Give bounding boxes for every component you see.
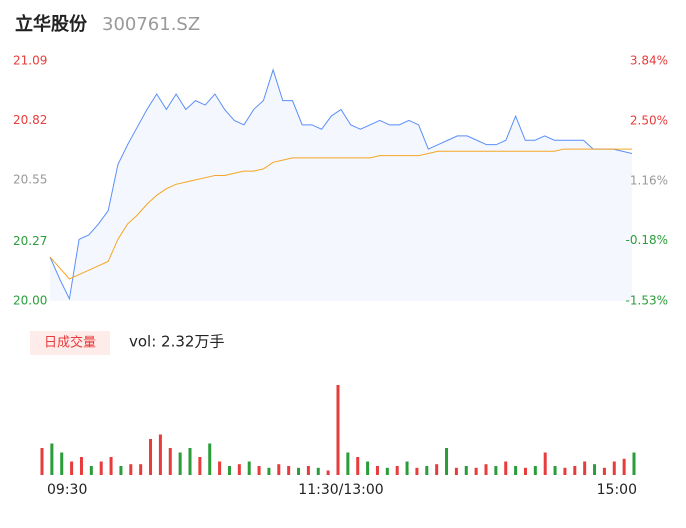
volume-bar [395,466,399,475]
volume-bar [149,439,153,475]
volume-tag-bg [30,331,110,355]
volume-bar [89,466,93,475]
stock-code: 300761.SZ [102,14,200,35]
volume-bar [385,467,389,475]
volume-bar [227,466,231,475]
y2-tick-label: 1.16% [630,173,668,187]
volume-bar [237,464,241,475]
volume-bar [287,466,291,475]
volume-bar [593,464,597,475]
volume-bar [405,461,409,475]
volume-bar [198,457,202,475]
volume-bar [425,466,429,475]
volume-summary: vol: 2.32万手 [129,333,224,351]
volume-bar [119,466,123,475]
volume-bar [523,467,527,475]
volume-bar [602,467,606,475]
volume-bar [504,461,508,475]
volume-bar [553,466,557,475]
volume-bar [178,452,182,475]
volume-bar [336,385,340,475]
volume-bar [474,467,478,475]
volume-bar [129,464,133,475]
volume-bar [356,457,360,475]
volume-bar [218,461,222,475]
volume-bar [563,467,567,475]
volume-bar [583,461,587,475]
volume-bar [60,452,64,475]
volume-bar [247,461,251,475]
stock-name: 立华股份 [15,13,88,35]
volume-bar [208,443,212,475]
volume-bar [109,457,113,475]
volume-bar [375,466,379,475]
volume-bar [622,458,626,475]
volume-bar [99,461,103,475]
volume-bar [168,448,172,475]
volume-bar [316,467,320,475]
y-tick-label: 21.09 [13,54,47,68]
volume-bar [346,452,350,475]
volume-bar [464,466,468,475]
y2-tick-label: -0.18% [626,233,668,247]
price-area [50,69,632,301]
y-tick-label: 20.55 [13,172,47,186]
y2-tick-label: 3.84% [630,54,668,68]
y-tick-label: 20.00 [13,294,47,308]
volume-tag: 日成交量 [44,335,96,351]
x-tick-label: 15:00 [597,482,637,498]
volume-bar [79,457,83,475]
volume-bar [50,443,54,475]
volume-bar [70,461,74,475]
volume-bar [454,467,458,475]
volume-bar [573,466,577,475]
average-line [49,148,632,280]
volume-bar [277,464,281,475]
price-line [49,68,633,301]
x-tick-label: 09:30 [47,482,87,498]
volume-bar [484,464,488,475]
volume-bar [612,461,616,475]
y-tick-label: 20.27 [13,234,47,248]
volume-bar [415,467,419,475]
y2-tick-label: -1.53% [626,294,668,308]
volume-bar [306,466,310,475]
x-tick-label: 11:30/13:00 [298,482,383,498]
volume-bar [543,452,547,475]
volume-bar [267,467,271,475]
volume-bar [435,464,439,475]
volume-bar [257,466,261,475]
y2-tick-label: 2.50% [630,113,668,127]
volume-bar [326,470,330,475]
volume-bar [158,434,162,475]
volume-bar [40,448,44,475]
volume-bar [297,467,301,475]
volume-bar [366,461,370,475]
volume-bar [533,466,537,475]
volume-bar [632,452,636,475]
volume-bar [494,466,498,475]
volume-bar [445,448,449,475]
volume-bar [188,448,192,475]
y-tick-label: 20.82 [13,113,47,127]
volume-bar [514,466,518,475]
volume-bar [139,464,143,475]
